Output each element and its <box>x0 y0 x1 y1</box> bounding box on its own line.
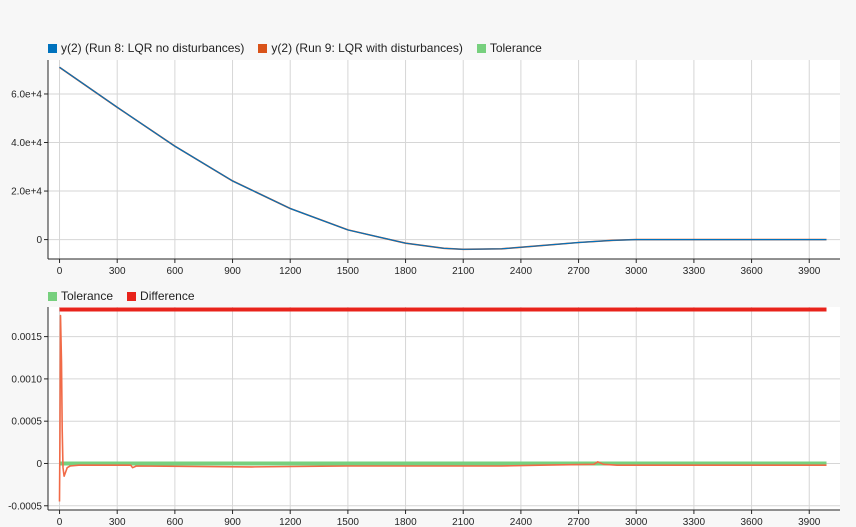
x-tick-label: 3300 <box>683 517 706 527</box>
x-tick-label: 2400 <box>510 517 533 527</box>
x-tick-label: 3600 <box>740 266 763 277</box>
legend-item-tolerance-bottom[interactable]: Tolerance <box>48 289 113 303</box>
x-tick-label: 1200 <box>279 266 302 277</box>
x-tick-label: 1200 <box>279 517 302 527</box>
x-tick-label: 1500 <box>337 517 360 527</box>
bottom-legend: Tolerance Difference <box>48 289 195 303</box>
x-tick-label: 600 <box>167 266 184 277</box>
legend-swatch-difference <box>127 291 137 301</box>
x-tick-label: 3600 <box>740 517 763 527</box>
legend-swatch-run9 <box>258 43 268 53</box>
top-legend: y(2) (Run 8: LQR no disturbances) y(2) (… <box>48 41 542 55</box>
y-tick-label: 0.0010 <box>11 374 42 385</box>
legend-item-run9[interactable]: y(2) (Run 9: LQR with disturbances) <box>258 41 463 55</box>
x-tick-label: 300 <box>109 517 126 527</box>
x-tick-label: 1500 <box>337 266 360 277</box>
x-tick-label: 2100 <box>452 266 475 277</box>
y-tick-label: 4.0e+4 <box>11 138 42 149</box>
legend-item-difference[interactable]: Difference <box>127 289 195 303</box>
legend-label-run9: y(2) (Run 9: LQR with disturbances) <box>271 41 463 55</box>
x-tick-label: 3900 <box>798 517 821 527</box>
legend-label-difference: Difference <box>140 289 195 303</box>
x-tick-label: 2700 <box>567 517 590 527</box>
x-tick-label: 300 <box>109 266 126 277</box>
series-line-difference_curve[interactable] <box>58 314 827 502</box>
y-tick-label: 0 <box>36 235 42 246</box>
legend-item-tolerance[interactable]: Tolerance <box>476 41 542 55</box>
x-tick-label: 2700 <box>567 266 590 277</box>
x-tick-label: 0 <box>57 266 63 277</box>
x-tick-label: 3300 <box>683 266 706 277</box>
legend-label-tolerance: Tolerance <box>489 41 542 55</box>
legend-swatch-tolerance <box>476 43 486 53</box>
plot-area-2 <box>48 307 840 510</box>
x-tick-label: 600 <box>167 517 184 527</box>
y-tick-label: 2.0e+4 <box>11 187 42 198</box>
legend-label-tolerance-bottom: Tolerance <box>61 289 114 303</box>
y-tick-label: 0 <box>36 459 42 470</box>
x-tick-label: 3000 <box>625 266 648 277</box>
series-line-run8[interactable] <box>59 66 827 250</box>
chart-1: 0 300 600 900 1200 1500 1800 2100 2400 2700 3000 33… <box>11 60 840 277</box>
y-tick-label: -0.0005 <box>8 501 42 512</box>
legend-swatch-tolerance-bottom <box>48 291 57 301</box>
x-tick-label: 3900 <box>798 266 821 277</box>
x-tick-label: 2100 <box>452 517 475 527</box>
x-tick-label: 2400 <box>510 266 533 277</box>
x-tick-label: 1800 <box>394 266 417 277</box>
x-tick-label: 3000 <box>625 517 648 527</box>
legend-label-run8: y(2) (Run 8: LQR no disturbances) <box>61 41 245 55</box>
y-tick-label: 0.0015 <box>11 332 42 343</box>
chart-2: 0 300 600 900 1200 1500 1800 2100 2400 2700 3000 33… <box>8 307 840 527</box>
legend-item-run8[interactable]: y(2) (Run 8: LQR no disturbances) <box>48 41 244 55</box>
y-tick-label: 6.0e+4 <box>11 89 42 100</box>
x-tick-label: 0 <box>57 517 63 527</box>
x-tick-label: 900 <box>224 266 241 277</box>
y-tick-label: 0.0005 <box>11 417 42 428</box>
x-tick-label: 900 <box>224 517 241 527</box>
plot-area-1 <box>48 60 840 259</box>
x-tick-label: 1800 <box>394 517 417 527</box>
legend-swatch-run8 <box>48 43 57 53</box>
